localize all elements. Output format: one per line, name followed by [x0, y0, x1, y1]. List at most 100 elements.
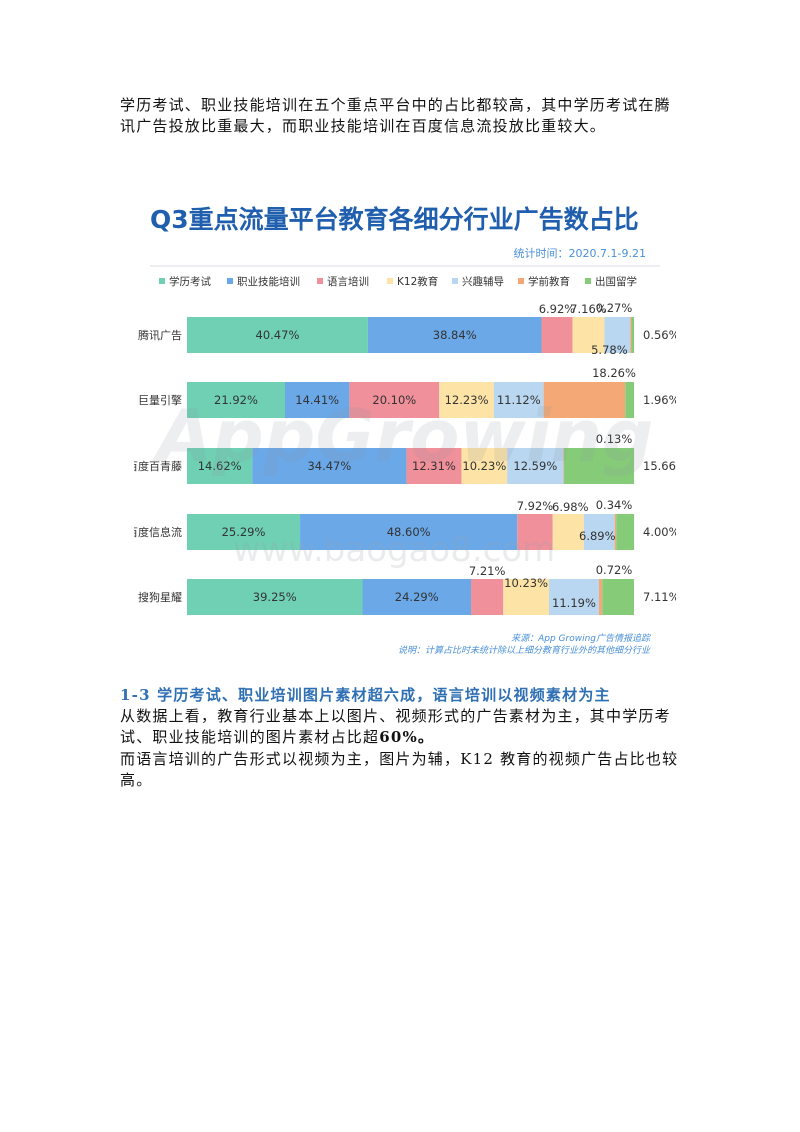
bar-segment [187, 579, 363, 615]
legend-swatch [317, 278, 323, 284]
data-label: 12.59% [513, 459, 557, 473]
legend-label: 学前教育 [528, 275, 570, 288]
data-label: 7.11% [643, 590, 676, 604]
data-label: 6.89% [579, 529, 616, 543]
data-label: 11.12% [497, 393, 541, 407]
paragraph-1-bold: 60%。 [379, 728, 435, 746]
bar-segment [187, 448, 253, 484]
bar-segment [284, 382, 350, 418]
bar-segment [583, 514, 615, 550]
category-label: 搜狗星耀 [138, 590, 182, 604]
legend-swatch [452, 278, 458, 284]
bar-segment [631, 317, 634, 353]
watermark-logo: AppGrowing [152, 394, 654, 478]
bar-segment [187, 514, 301, 550]
stacked-bar-chart: Q3重点流量平台教育各细分行业广告数占比 统计时间：2020.7.1-9.21 … [127, 186, 687, 664]
data-label: 15.66% [643, 459, 676, 473]
bar-segment [461, 448, 508, 484]
data-label: 10.23% [462, 459, 506, 473]
chart-bars: 腾讯广告 40.47% 38.84% 6.92%7.16% 5.78% 0.27% 0.56… [127, 301, 687, 615]
data-label: 38.84% [433, 328, 477, 342]
bar-segment [252, 448, 407, 484]
legend-swatch [159, 278, 165, 284]
legend-label: 兴趣辅导 [462, 275, 504, 288]
legend-label: 学历考试 [169, 275, 211, 288]
chart-image: Q3重点流量平台教育各细分行业广告数占比 统计时间：2020.7.1-9.21 … [127, 186, 687, 664]
bar-segment [541, 317, 573, 353]
data-label: 20.10% [372, 393, 416, 407]
chart-subtitle: 统计时间：2020.7.1-9.21 [514, 247, 646, 260]
data-label: 0.72% [596, 563, 633, 577]
bar-segment [548, 579, 599, 615]
bar-segment [503, 579, 549, 615]
legend-label: K12教育 [397, 275, 438, 288]
bar-segment [625, 382, 634, 418]
legend-swatch [387, 278, 393, 284]
data-label: 34.47% [307, 459, 351, 473]
bar-segment [564, 448, 635, 484]
bar-segment [439, 382, 494, 418]
bar-segment [349, 382, 440, 418]
bar-segment [543, 382, 626, 418]
bar-segment [367, 317, 542, 353]
data-label: 14.41% [295, 393, 339, 407]
bar-segment [362, 579, 472, 615]
bar-segment [630, 317, 632, 353]
data-label: 39.25% [253, 590, 297, 604]
legend-swatch [585, 278, 591, 284]
section-heading: 1-3 学历考试、职业培训图片素材超六成，语言培训以视频素材为主 [120, 686, 611, 704]
bar-segment [614, 514, 617, 550]
data-label: 11.19% [552, 596, 596, 610]
body-paragraph-1: 从数据上看，教育行业基本上以图片、视频形式的广告素材为主，其中学历考试、职业技能… [120, 706, 680, 748]
intro-paragraph: 学历考试、职业技能培训在五个重点平台中的占比都较高，其中学历考试在腾讯广告投放比… [120, 96, 671, 135]
bar-segment [563, 448, 565, 484]
watermark-url: www.baogao8.com [233, 530, 556, 570]
data-label: 12.31% [412, 459, 456, 473]
bar-segment [406, 448, 462, 484]
data-label: 0.34% [596, 498, 633, 512]
data-label: 0.56% [643, 328, 676, 342]
data-label: 4.00% [643, 525, 676, 539]
data-label: 48.60% [387, 525, 431, 539]
bar-segment [517, 514, 553, 550]
bar-segment [187, 317, 368, 353]
data-label: 24.29% [395, 590, 439, 604]
data-label: 7.92% [517, 499, 554, 513]
chart-legend: 学历考试 职业技能培训 语言培训 K12教育 兴趣辅导 学前教育 出国留学 [159, 275, 637, 288]
paragraph-1-text: 从数据上看，教育行业基本上以图片、视频形式的广告素材为主，其中学历考试、职业技能… [120, 707, 671, 746]
bar-segment [187, 382, 285, 418]
category-label: 百度信息流 [134, 525, 182, 539]
bar-segment [493, 382, 544, 418]
data-label: 0.13% [596, 432, 633, 446]
chart-title: Q3重点流量平台教育各细分行业广告数占比 [150, 205, 639, 234]
legend-label: 语言培训 [327, 275, 369, 288]
data-label: 6.98% [552, 500, 589, 514]
legend-label: 出国留学 [595, 275, 637, 288]
chart-source: 来源：App Growing广告情报追踪 [511, 633, 652, 644]
data-label: 21.92% [214, 393, 258, 407]
legend-swatch [518, 278, 524, 284]
data-label: 7.16% [570, 302, 607, 316]
category-label: 腾讯广告 [138, 328, 182, 342]
legend-label: 职业技能培训 [237, 275, 300, 288]
data-label: 10.23% [504, 576, 548, 590]
bar-segment [602, 579, 634, 615]
bar-segment [616, 514, 635, 550]
data-label: 0.27% [596, 301, 633, 315]
chart-note: 说明：计算占比时未统计除以上细分教育行业外的其他细分行业 [398, 645, 651, 656]
bar-segment [300, 514, 518, 550]
data-label: 6.92% [539, 302, 576, 316]
data-label: 18.26% [592, 366, 636, 380]
legend-swatch [227, 278, 233, 284]
category-label: 百度百青藤 [134, 459, 182, 473]
data-label: 14.62% [198, 459, 242, 473]
data-label: 5.78% [591, 343, 628, 357]
bar-segment [604, 317, 631, 353]
bar-segment [598, 579, 603, 615]
data-label: 12.23% [445, 393, 489, 407]
data-label: 40.47% [256, 328, 300, 342]
data-label: 1.96% [643, 393, 676, 407]
bar-segment [507, 448, 564, 484]
data-label: 25.29% [222, 525, 266, 539]
bar-segment [572, 317, 605, 353]
